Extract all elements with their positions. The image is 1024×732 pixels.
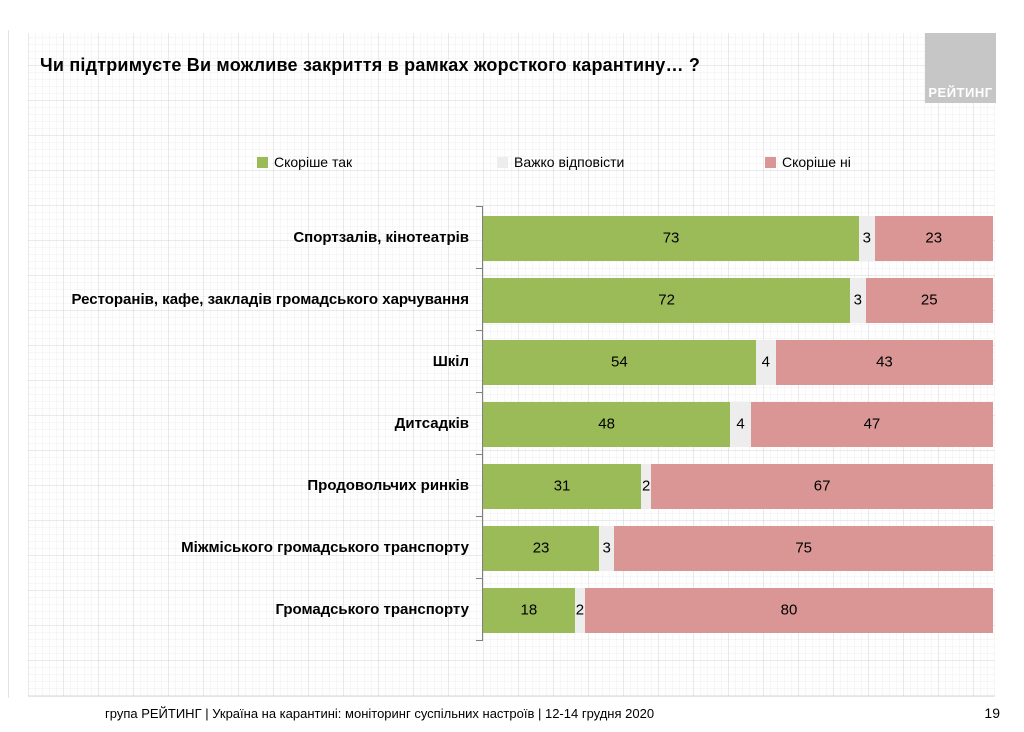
chart-title: Чи підтримуєте Ви можливе закриття в рам… <box>40 55 701 75</box>
legend-swatch-icon <box>257 156 268 168</box>
category-label-text: Спортзалів, кінотеатрів <box>293 229 469 247</box>
plot-area: 54 4 43 <box>476 330 993 393</box>
legend-swatch-icon <box>765 156 776 168</box>
bar-segment-1: 3 <box>599 525 615 571</box>
legend-swatch-icon <box>497 156 508 168</box>
bar-segment-0: 31 <box>483 463 642 509</box>
bar-segment-2: 23 <box>874 215 993 261</box>
legend-item-2: Скоріше ні <box>765 154 851 170</box>
plot-area: 31 2 67 <box>476 454 993 517</box>
chart-row: Продовольчих ринків 31 2 67 <box>28 454 993 517</box>
plot-area: 48 4 47 <box>476 392 993 455</box>
chart-row: Громадського транспорту 18 2 80 <box>28 578 993 641</box>
bar-segment-2: 43 <box>775 339 993 385</box>
chart-row: Шкіл 54 4 43 <box>28 330 993 393</box>
logo-text: РЕЙТИНГ <box>928 85 993 100</box>
value-label: 73 <box>662 229 680 247</box>
chart-row: Дитсадків 48 4 47 <box>28 392 993 455</box>
page-number: 19 <box>984 705 1000 721</box>
category-label: Шкіл <box>28 331 482 393</box>
category-label-text: Дитсадків <box>394 415 469 433</box>
page-edge-rule <box>8 30 9 698</box>
value-label: 75 <box>795 539 812 557</box>
bar-stack: 23 3 75 <box>483 525 994 571</box>
value-label: 43 <box>876 353 893 371</box>
plot-area: 23 3 75 <box>476 516 994 579</box>
bar-stack: 54 4 43 <box>483 339 993 385</box>
rating-group-logo: РЕЙТИНГ <box>925 33 996 103</box>
chart-row: Ресторанів, кафе, закладів громадського … <box>28 268 993 331</box>
category-label-text: Шкіл <box>432 353 469 371</box>
bar-segment-0: 23 <box>483 525 600 571</box>
bar-segment-1: 2 <box>574 587 585 633</box>
bar-stack: 72 3 25 <box>483 277 993 323</box>
slide-surface: Чи підтримуєте Ви можливе закриття в рам… <box>28 33 996 697</box>
legend-label: Скоріше так <box>274 154 353 170</box>
category-label-text: Ресторанів, кафе, закладів громадського … <box>71 291 469 309</box>
value-label: 48 <box>598 415 615 433</box>
value-label: 72 <box>658 291 675 309</box>
value-label: 3 <box>602 539 611 557</box>
bar-segment-1: 3 <box>850 277 866 323</box>
bar-segment-0: 72 <box>483 277 851 323</box>
category-label: Дитсадків <box>28 393 482 455</box>
category-label: Продовольчих ринків <box>28 455 482 517</box>
bar-segment-2: 67 <box>651 463 993 509</box>
category-label-text: Громадського транспорту <box>275 601 469 619</box>
bar-chart: Спортзалів, кінотеатрів 73 3 23 Ресторанів, … <box>28 206 994 641</box>
bar-segment-2: 75 <box>614 525 994 571</box>
value-label: 2 <box>642 477 651 495</box>
chart-legend: Скоріше так Важко відповісти Скоріше ні <box>28 154 995 174</box>
bar-segment-2: 80 <box>585 587 993 633</box>
category-label-text: Продовольчих ринків <box>307 477 469 495</box>
bar-segment-1: 2 <box>641 463 652 509</box>
value-label: 4 <box>736 415 745 433</box>
legend-item-0: Скоріше так <box>257 154 352 170</box>
slide-footer: група РЕЙТИНГ | Україна на карантині: мо… <box>105 706 655 721</box>
value-label: 54 <box>610 353 628 371</box>
value-label: 67 <box>813 477 831 495</box>
legend-label: Важко відповісти <box>514 154 625 170</box>
bar-segment-0: 73 <box>483 215 860 261</box>
value-label: 25 <box>920 291 938 309</box>
bar-segment-1: 3 <box>859 215 875 261</box>
bar-stack: 18 2 80 <box>483 587 993 633</box>
value-label: 31 <box>553 477 571 495</box>
bar-segment-1: 4 <box>755 339 776 385</box>
value-label: 4 <box>761 353 770 371</box>
bar-stack: 73 3 23 <box>483 215 993 261</box>
chart-row: Спортзалів, кінотеатрів 73 3 23 <box>28 206 993 269</box>
bar-segment-0: 48 <box>483 401 731 447</box>
category-label-text: Міжміського громадського транспорту <box>181 539 469 557</box>
value-label: 2 <box>575 601 585 619</box>
value-label: 3 <box>862 229 871 247</box>
bar-stack: 31 2 67 <box>483 463 993 509</box>
value-label: 23 <box>532 539 550 557</box>
category-label: Громадського транспорту <box>28 579 482 641</box>
value-label: 3 <box>853 291 863 309</box>
bar-segment-2: 25 <box>865 277 993 323</box>
bar-segment-0: 54 <box>483 339 756 385</box>
bar-segment-1: 4 <box>730 401 751 447</box>
bar-segment-0: 18 <box>483 587 575 633</box>
plot-area: 72 3 25 <box>476 268 993 331</box>
legend-label: Скоріше ні <box>782 154 851 170</box>
value-label: 18 <box>520 601 538 619</box>
value-label: 23 <box>925 229 943 247</box>
category-label: Спортзалів, кінотеатрів <box>28 207 482 269</box>
category-label: Ресторанів, кафе, закладів громадського … <box>28 269 482 331</box>
value-label: 80 <box>780 601 798 619</box>
plot-area: 73 3 23 <box>476 206 993 269</box>
legend-item-1: Важко відповісти <box>497 154 624 170</box>
bar-segment-2: 47 <box>750 401 993 447</box>
category-label: Міжміського громадського транспорту <box>28 517 482 579</box>
value-label: 47 <box>863 415 881 433</box>
plot-area: 18 2 80 <box>476 578 993 641</box>
chart-row: Міжміського громадського транспорту 23 3 75 <box>28 516 994 579</box>
bar-stack: 48 4 47 <box>483 401 993 447</box>
